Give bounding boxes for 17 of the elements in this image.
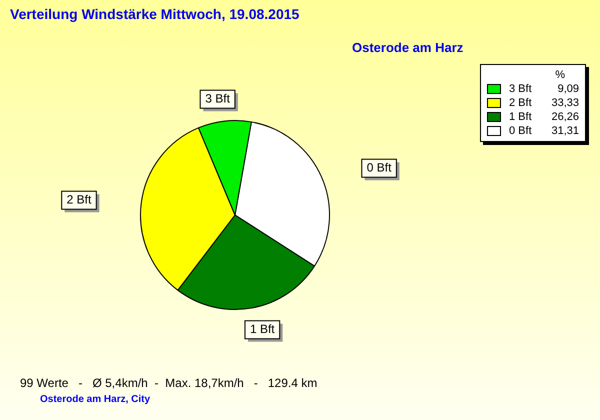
slice-label: 3 Bft bbox=[205, 92, 231, 106]
slice-label: 2 Bft bbox=[66, 192, 92, 207]
legend-label: 0 Bft bbox=[509, 125, 533, 137]
text: 99 Werte - Ø 5,4km/h - Max. 18,7km/h - 129.4 km bbox=[20, 376, 318, 390]
text: Osterode am Harz, City bbox=[40, 394, 150, 405]
chart-title: Verteilung Windstärke Mittwoch, 19.08.2015 bbox=[10, 6, 300, 22]
legend-label: 1 Bft bbox=[509, 111, 533, 123]
chart-subtitle: Osterode am Harz bbox=[352, 40, 464, 55]
data-label: 26,26 bbox=[551, 111, 579, 123]
data-label: 9,09 bbox=[558, 83, 579, 95]
legend-title: % bbox=[554, 69, 566, 81]
slice-label: 1 Bft bbox=[250, 322, 276, 336]
legend-label: 3 Bft bbox=[509, 83, 533, 95]
data-label: 33,33 bbox=[551, 97, 579, 109]
legend-label: 2 Bft bbox=[509, 97, 533, 109]
slice-label: 0 Bft bbox=[366, 160, 392, 175]
data-label: 31,31 bbox=[551, 125, 579, 137]
